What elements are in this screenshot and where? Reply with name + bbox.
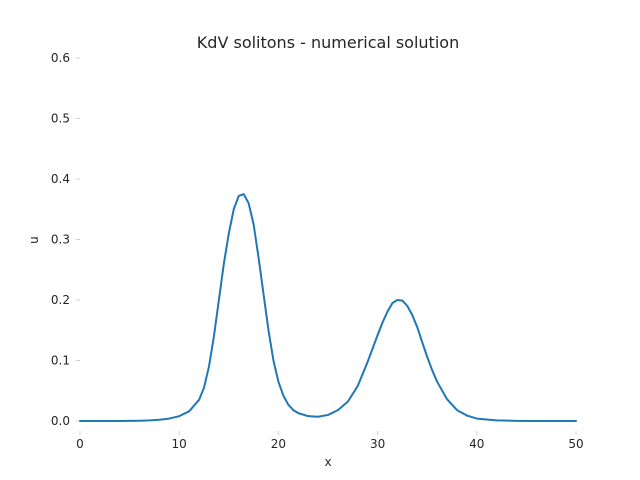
y-tick-label: 0.1 <box>51 354 70 368</box>
plot-series <box>79 193 577 422</box>
x-tick-label: 0 <box>76 437 84 451</box>
y-tick-label: 0.2 <box>51 293 70 307</box>
y-tick-label: 0.6 <box>51 51 70 65</box>
y-axis-label: u <box>27 236 41 244</box>
chart-title: KdV solitons - numerical solution <box>197 33 459 52</box>
x-axis: 0 10 20 30 40 50 <box>76 431 584 451</box>
y-tick-label: 0.4 <box>51 172 70 186</box>
x-tick-label: 30 <box>370 437 385 451</box>
x-tick-label: 40 <box>469 437 484 451</box>
x-tick-label: 10 <box>172 437 187 451</box>
y-tick-label: 0.3 <box>51 233 70 247</box>
x-tick-label: 50 <box>568 437 583 451</box>
y-tick-label: 0.5 <box>51 112 70 126</box>
series-line <box>79 193 577 422</box>
y-tick-label: 0.0 <box>51 414 70 428</box>
x-axis-label: x <box>324 455 331 469</box>
x-tick-label: 20 <box>271 437 286 451</box>
y-axis: 0.0 0.1 0.2 0.3 0.4 0.5 0.6 <box>51 51 80 428</box>
